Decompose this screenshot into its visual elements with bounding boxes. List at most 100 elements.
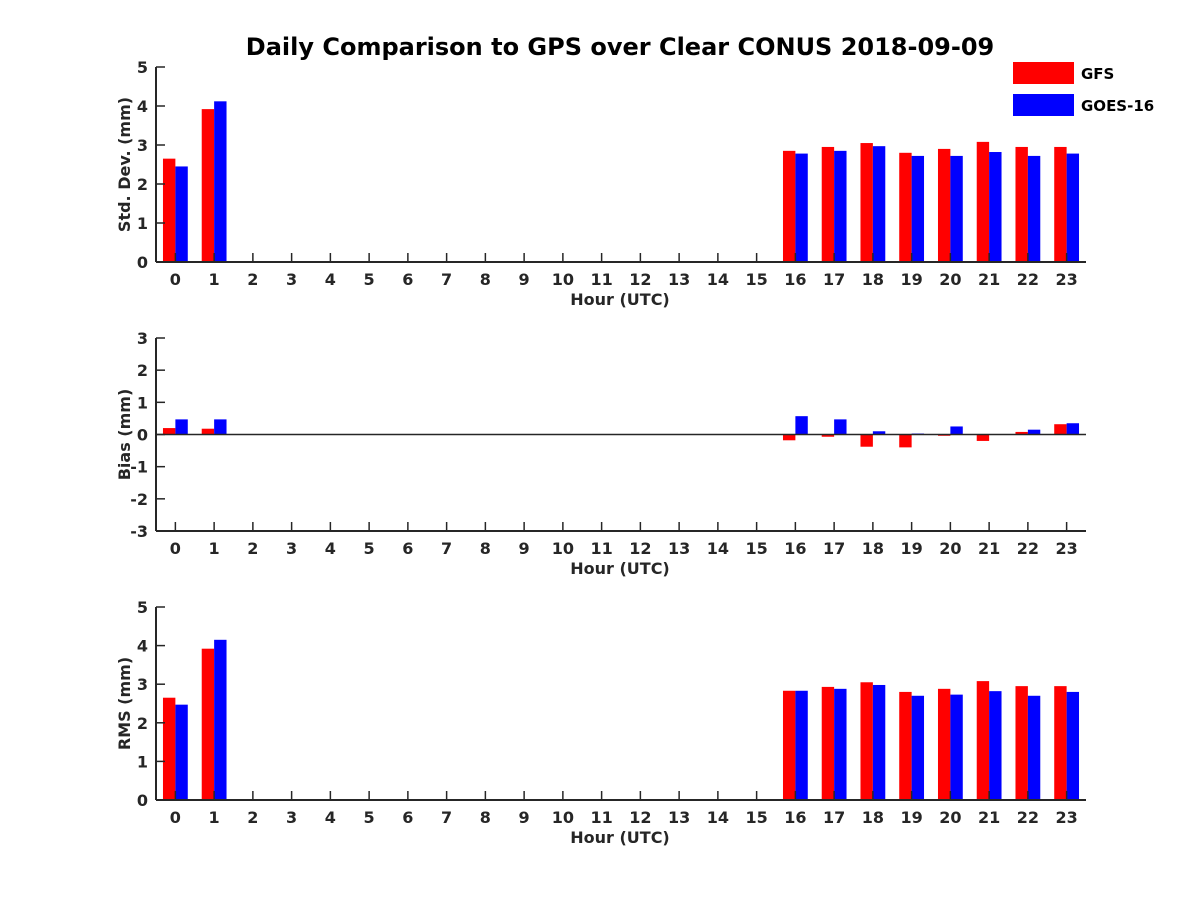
x-tick-label: 11 [590,808,612,827]
x-axis-label: Hour (UTC) [570,828,670,847]
x-tick-label: 18 [862,808,884,827]
x-tick-label: 23 [1055,270,1077,289]
x-tick-label: 13 [668,808,690,827]
x-tick-label: 2 [247,270,258,289]
x-tick-label: 23 [1055,808,1077,827]
x-tick-label: 8 [480,270,491,289]
bar-gfs-hour-22 [1015,146,1028,262]
x-tick-label: 21 [978,808,1000,827]
bar-gfs-hour-17 [821,686,835,800]
x-tick-label: 5 [364,539,375,558]
x-tick-label: 4 [325,808,336,827]
bar-gfs-hour-0 [162,428,176,435]
bar-gfs-hour-21 [976,434,990,441]
x-tick-label: 14 [707,270,729,289]
x-tick-label: 0 [170,808,181,827]
x-tick-label: 22 [1017,808,1039,827]
x-tick-label: 14 [707,808,729,827]
x-tick-label: 21 [978,270,1000,289]
x-tick-label: 8 [480,808,491,827]
bar-gfs-hour-22 [1015,431,1028,435]
x-tick-label: 6 [402,808,413,827]
x-tick-label: 15 [745,539,767,558]
x-tick-label: 20 [939,270,961,289]
bar-goes-16-hour-17 [834,688,847,800]
bar-gfs-hour-23 [1054,424,1067,435]
x-tick-label: 16 [784,808,806,827]
x-tick-label: 12 [629,539,651,558]
x-tick-label: 4 [325,539,336,558]
bar-gfs-hour-1 [201,648,215,800]
bar-goes-16-hour-0 [175,419,188,435]
x-tick-label: 19 [900,808,922,827]
bar-goes-16-hour-20 [950,155,963,262]
bar-gfs-hour-20 [937,148,951,262]
x-tick-label: 7 [441,270,452,289]
x-tick-label: 14 [707,539,729,558]
x-tick-label: 5 [364,808,375,827]
y-tick-label: 1 [137,214,148,233]
y-tick-label: 0 [137,791,148,810]
x-tick-label: 19 [900,270,922,289]
bar-gfs-hour-23 [1054,146,1067,262]
x-axis-label: Hour (UTC) [570,290,670,309]
x-tick-label: 10 [552,270,574,289]
x-tick-label: 11 [590,270,612,289]
x-tick-label: 11 [590,539,612,558]
y-tick-label: 2 [137,361,148,380]
x-tick-label: 3 [286,539,297,558]
x-tick-label: 3 [286,270,297,289]
y-tick-label: -2 [130,490,148,509]
y-tick-label: 2 [137,714,148,733]
x-tick-label: 0 [170,270,181,289]
bar-gfs-hour-16 [782,434,796,441]
bar-goes-16-hour-19 [911,155,925,262]
x-tick-label: 3 [286,808,297,827]
legend-swatch-gfs [1013,62,1074,84]
bar-goes-16-hour-1 [214,639,227,800]
x-tick-label: 18 [862,539,884,558]
bar-gfs-hour-19 [899,691,912,800]
bar-gfs-hour-20 [937,688,951,800]
bar-goes-16-hour-23 [1066,691,1080,800]
y-tick-label: 5 [137,58,148,77]
bar-goes-16-hour-22 [1027,429,1041,435]
chart-title: Daily Comparison to GPS over Clear CONUS… [246,33,994,61]
y-tick-label: 5 [137,598,148,617]
y-tick-label: 2 [137,175,148,194]
x-tick-label: 13 [668,270,690,289]
bar-goes-16-hour-18 [872,431,886,435]
bar-goes-16-hour-21 [989,152,1002,262]
x-tick-label: 15 [745,270,767,289]
bar-goes-16-hour-23 [1066,153,1080,262]
x-tick-label: 6 [402,539,413,558]
x-tick-label: 8 [480,539,491,558]
x-tick-label: 4 [325,270,336,289]
x-tick-label: 2 [247,808,258,827]
x-tick-label: 16 [784,539,806,558]
bar-gfs-hour-18 [860,682,873,800]
bar-goes-16-hour-22 [1027,155,1041,262]
y-axis-label: Bias (mm) [115,389,134,481]
x-tick-label: 2 [247,539,258,558]
x-tick-label: 22 [1017,270,1039,289]
x-tick-label: 23 [1055,539,1077,558]
bar-goes-16-hour-19 [911,695,925,800]
legend-label-goes-16: GOES-16 [1081,97,1154,115]
legend: GFS GOES-16 [1013,62,1154,116]
bar-goes-16-hour-16 [795,153,808,262]
legend-label-gfs: GFS [1081,65,1114,83]
bar-gfs-hour-16 [782,690,796,800]
y-tick-label: 3 [137,675,148,694]
x-tick-label: 1 [209,270,220,289]
bar-gfs-hour-21 [976,141,990,262]
bar-goes-16-hour-23 [1066,423,1080,435]
x-tick-label: 9 [519,270,530,289]
bar-goes-16-hour-18 [872,684,886,800]
x-tick-label: 7 [441,808,452,827]
bar-gfs-hour-19 [899,152,912,262]
y-tick-label: -3 [130,522,148,541]
x-tick-label: 19 [900,539,922,558]
